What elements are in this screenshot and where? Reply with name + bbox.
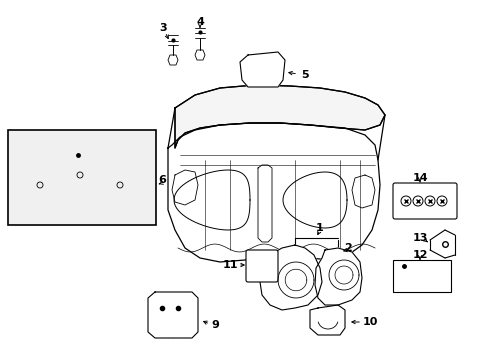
Text: 13: 13 bbox=[411, 233, 427, 243]
Text: 7: 7 bbox=[15, 191, 21, 201]
Polygon shape bbox=[240, 52, 285, 87]
Polygon shape bbox=[175, 85, 384, 148]
Text: 3: 3 bbox=[159, 23, 166, 33]
Text: 14: 14 bbox=[411, 173, 427, 183]
Text: 5: 5 bbox=[301, 70, 308, 80]
Polygon shape bbox=[260, 245, 321, 310]
Text: 8: 8 bbox=[89, 143, 96, 153]
Text: 12: 12 bbox=[411, 250, 427, 260]
Polygon shape bbox=[148, 292, 198, 338]
Bar bbox=[8, 130, 156, 225]
Polygon shape bbox=[314, 248, 361, 305]
Text: 11: 11 bbox=[222, 260, 237, 270]
Text: 2: 2 bbox=[344, 243, 351, 253]
Text: 1: 1 bbox=[315, 223, 323, 233]
Polygon shape bbox=[168, 123, 379, 262]
Bar bbox=[392, 260, 450, 292]
Polygon shape bbox=[309, 305, 345, 335]
Text: 4: 4 bbox=[196, 17, 203, 27]
FancyBboxPatch shape bbox=[392, 183, 456, 219]
FancyBboxPatch shape bbox=[245, 250, 278, 282]
Text: 9: 9 bbox=[211, 320, 219, 330]
Text: 10: 10 bbox=[362, 317, 377, 327]
Text: 6: 6 bbox=[158, 175, 165, 185]
